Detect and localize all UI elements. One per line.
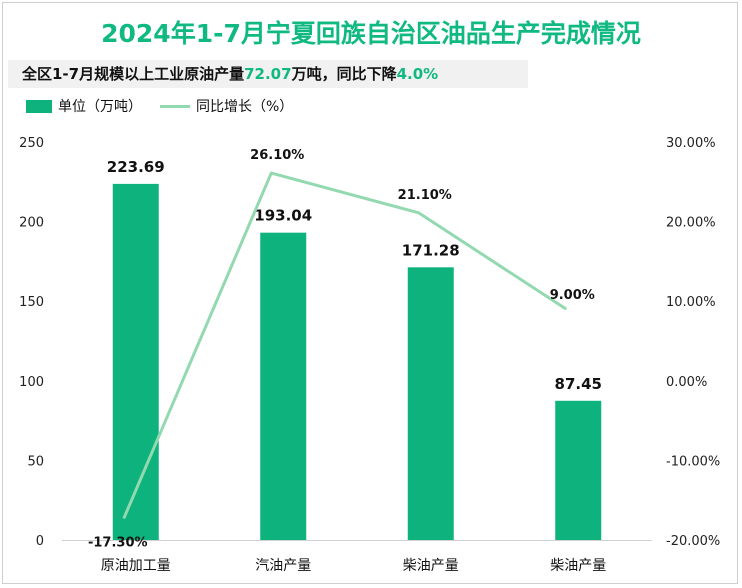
- y-left-tick-label: 250: [19, 136, 44, 151]
- y-right-tick-label: -10.00%: [666, 454, 720, 469]
- legend: 单位（万吨） 同比增长（%）: [26, 96, 293, 116]
- y-right-tick-label: 10.00%: [666, 295, 716, 310]
- y-left-tick-label: 0: [36, 534, 44, 549]
- y-left-tick-label: 50: [27, 454, 44, 469]
- legend-line-swatch: [160, 104, 190, 108]
- legend-bar-label: 单位（万吨）: [58, 99, 142, 115]
- growth-line: [122, 171, 568, 520]
- y-right-tick-label: 30.00%: [666, 136, 716, 151]
- subtitle-middle: 万吨，同比下降: [291, 65, 397, 83]
- x-tick-label: 汽油产量: [255, 558, 311, 574]
- bar-value-label: 87.45: [555, 375, 602, 393]
- x-tick-label: 柴油产量: [403, 558, 459, 574]
- subtitle-banner: 全区1-7月规模以上工业原油产量72.07万吨，同比下降4.0%: [8, 60, 528, 88]
- subtitle-pct: 4.0%: [396, 65, 439, 83]
- subtitle-prefix: 全区1-7月规模以上工业原油产量: [22, 65, 245, 83]
- bar: [407, 267, 454, 540]
- line-value-label: -17.30%: [88, 536, 148, 551]
- bar-value-label: 193.04: [254, 207, 312, 225]
- bar-value-label: 223.69: [107, 158, 165, 176]
- bar: [112, 183, 159, 541]
- bar: [555, 400, 602, 540]
- y-left-tick-label: 100: [19, 375, 44, 390]
- y-right-tick-label: 0.00%: [666, 375, 707, 390]
- subtitle-value: 72.07: [244, 65, 292, 83]
- bar-value-label: 171.28: [402, 241, 460, 259]
- y-right-tick-label: -20.00%: [666, 534, 720, 549]
- bar: [260, 232, 307, 541]
- line-value-label: 26.10%: [250, 148, 304, 163]
- x-tick-label: 柴油产量: [550, 558, 606, 574]
- legend-line-label: 同比增长（%）: [196, 99, 294, 115]
- chart-title: 2024年1-7月宁夏回族自治区油品生产完成情况: [101, 19, 641, 48]
- y-left-tick-label: 200: [19, 216, 44, 231]
- y-left-tick-label: 150: [19, 295, 44, 310]
- line-value-label: 9.00%: [550, 288, 595, 303]
- y-right-tick-label: 20.00%: [666, 216, 716, 231]
- line-value-label: 21.10%: [398, 188, 452, 203]
- legend-bar-swatch: [26, 99, 52, 113]
- x-tick-label: 原油加工量: [101, 558, 171, 574]
